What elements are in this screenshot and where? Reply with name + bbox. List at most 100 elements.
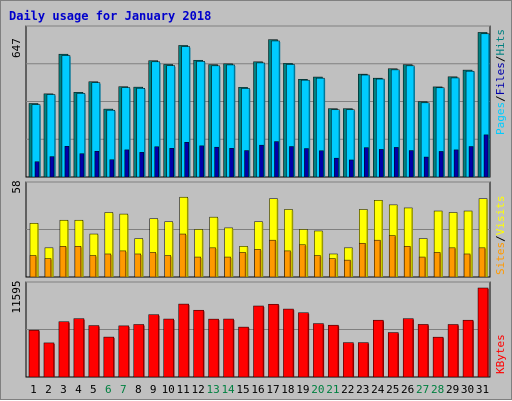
kbytes-bar bbox=[447, 324, 459, 378]
sites-bar bbox=[284, 250, 291, 278]
bottom-max-label: 11595 bbox=[10, 280, 23, 313]
day-label: 10 bbox=[162, 383, 175, 396]
kbytes-panel bbox=[25, 281, 491, 378]
kbytes-bar bbox=[58, 321, 70, 378]
day-label: 27 bbox=[416, 383, 429, 396]
legend-entry: / bbox=[494, 95, 507, 102]
day-label: 28 bbox=[431, 383, 444, 396]
sites-bar bbox=[448, 247, 456, 278]
pages-bar bbox=[214, 146, 219, 178]
top-max-label: 647 bbox=[10, 38, 23, 58]
pages-bar bbox=[154, 146, 159, 178]
kbytes-bar bbox=[268, 303, 279, 378]
legend-text: Sites/Visits bbox=[494, 196, 507, 276]
visits-sites-panel bbox=[25, 181, 491, 278]
day-label: 21 bbox=[326, 383, 339, 396]
sites-bar bbox=[89, 255, 97, 278]
sites-bar bbox=[209, 247, 216, 278]
pages-bar bbox=[334, 157, 339, 178]
kbytes-bar bbox=[313, 323, 324, 378]
kbytes-bar bbox=[283, 308, 294, 378]
kbytes-bar bbox=[133, 324, 145, 378]
kbytes-bar bbox=[373, 319, 384, 378]
sites-bar bbox=[374, 239, 381, 278]
pages-bar bbox=[94, 150, 100, 178]
day-label: 14 bbox=[221, 383, 235, 396]
chart-title: Daily usage for January 2018 bbox=[9, 9, 211, 23]
kbytes-legend: KBytes bbox=[494, 334, 507, 374]
sites-bar bbox=[403, 246, 411, 278]
pages-bar bbox=[199, 145, 204, 178]
sites-bar bbox=[194, 256, 201, 278]
kbytes-bar bbox=[477, 287, 489, 378]
day-label: 29 bbox=[446, 383, 459, 396]
day-labels: 1 2 3 4 5 6 7 8 9 10 11 12 13 14 15 16 17 18 19 20 21 22 23 24 2… bbox=[30, 383, 489, 396]
day-label: 18 bbox=[281, 383, 294, 396]
sites-bar bbox=[29, 255, 37, 278]
pages-bar bbox=[244, 150, 249, 178]
sites-bar bbox=[388, 235, 396, 278]
day-label: 2 bbox=[45, 383, 52, 396]
pages-bar bbox=[423, 156, 429, 178]
sites-bar bbox=[478, 247, 486, 278]
sites-bar bbox=[164, 255, 171, 278]
pages-bar bbox=[319, 150, 324, 178]
sites-bar bbox=[134, 253, 142, 278]
legend-entry: Sites bbox=[494, 242, 507, 275]
sites-bar bbox=[119, 250, 127, 278]
kbytes-bar bbox=[178, 303, 189, 378]
pages-bar bbox=[169, 148, 174, 178]
kbytes-bar bbox=[462, 319, 474, 378]
legend-entry: KBytes bbox=[494, 334, 507, 374]
kbytes-bar bbox=[417, 324, 429, 378]
pages-bar bbox=[438, 151, 444, 178]
sites-bar bbox=[344, 259, 351, 278]
pages-bar bbox=[289, 146, 294, 178]
day-label: 12 bbox=[192, 383, 205, 396]
day-label: 19 bbox=[296, 383, 309, 396]
legend-entry: Files bbox=[494, 62, 507, 95]
sites-bar bbox=[74, 246, 82, 278]
legend-text: KBytes bbox=[494, 334, 507, 374]
day-label: 1 bbox=[30, 383, 37, 396]
kbytes-bar bbox=[148, 314, 159, 378]
sites-bar bbox=[299, 244, 306, 278]
day-label: 31 bbox=[476, 383, 489, 396]
legend-entry: Visits bbox=[494, 196, 507, 236]
day-label: 30 bbox=[461, 383, 474, 396]
pages-bar bbox=[184, 142, 189, 178]
day-label: 11 bbox=[177, 383, 190, 396]
pages-bar bbox=[379, 149, 384, 178]
pages-bar bbox=[124, 149, 130, 178]
pages-bar bbox=[109, 159, 115, 178]
visits-sites-legend: Sites/Visits bbox=[494, 196, 507, 276]
sites-bar bbox=[59, 246, 67, 278]
kbytes-bar bbox=[163, 318, 174, 378]
pages-bar bbox=[274, 141, 279, 178]
pages-bar bbox=[79, 153, 85, 178]
legend-entry: / bbox=[494, 235, 507, 242]
sites-bar bbox=[269, 239, 276, 278]
kbytes-bar bbox=[88, 325, 100, 378]
sites-bar bbox=[359, 242, 366, 278]
kbytes-bar bbox=[43, 342, 55, 378]
pages-bar bbox=[364, 147, 369, 178]
pages-bar bbox=[349, 159, 354, 178]
day-label: 8 bbox=[135, 383, 142, 396]
middle-max-label: 58 bbox=[10, 180, 23, 193]
pages-bar bbox=[64, 146, 70, 178]
kbytes-bar bbox=[28, 329, 40, 378]
day-label: 16 bbox=[251, 383, 264, 396]
sites-bar bbox=[418, 256, 426, 278]
kbytes-bar bbox=[432, 336, 444, 378]
day-label: 24 bbox=[371, 383, 385, 396]
kbytes-bar bbox=[193, 309, 204, 378]
day-label: 13 bbox=[206, 383, 219, 396]
kbytes-bar bbox=[298, 312, 309, 378]
legend-entry: Pages bbox=[494, 102, 507, 135]
day-label: 4 bbox=[75, 383, 82, 396]
kbytes-bar bbox=[103, 336, 115, 378]
day-label: 26 bbox=[401, 383, 414, 396]
day-label: 17 bbox=[266, 383, 279, 396]
